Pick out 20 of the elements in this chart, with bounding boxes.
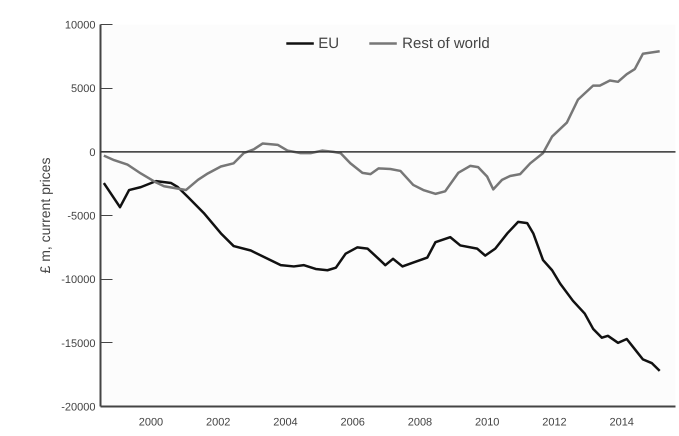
x-tick-label: 2010 — [474, 416, 500, 428]
y-axis-title: £ m, current prices — [37, 158, 54, 274]
x-tick-label: 2002 — [206, 416, 230, 428]
x-tick-label: 2006 — [340, 416, 365, 428]
y-tick-label: -10000 — [61, 274, 96, 286]
x-tick-label: 2004 — [273, 416, 298, 428]
x-tick-label: 2014 — [609, 416, 634, 428]
x-tick-label: 2012 — [542, 416, 567, 428]
y-tick-label: 10000 — [64, 20, 96, 32]
legend-label: Rest of world — [402, 34, 490, 52]
y-tick-label: -15000 — [61, 338, 96, 350]
y-tick-label: -5000 — [67, 210, 96, 222]
y-tick-label: -20000 — [61, 402, 96, 414]
line-series — [102, 180, 661, 372]
line-series — [102, 50, 661, 196]
y-tick-label: 5000 — [71, 83, 96, 96]
legend-label: EU — [318, 34, 340, 52]
x-tick-label: 2008 — [408, 416, 432, 428]
y-tick-label: 0 — [89, 146, 96, 159]
x-tick-label: 2000 — [138, 416, 164, 428]
